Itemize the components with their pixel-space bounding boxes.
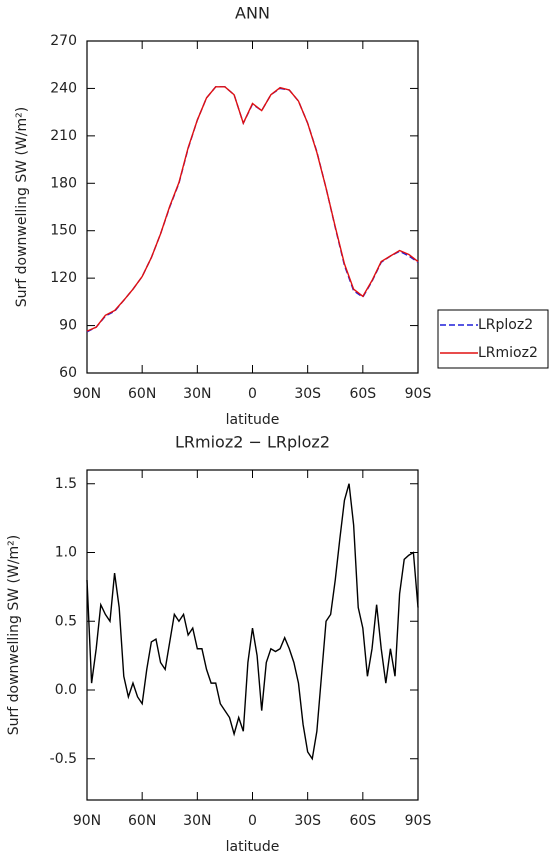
y-tick-label: 1.5: [55, 476, 77, 492]
y-tick-label: 270: [50, 33, 77, 49]
x-tick-label: 0: [248, 386, 257, 402]
x-tick-label: 60S: [349, 386, 376, 402]
x-axis-label: latitude: [226, 839, 280, 855]
y-tick-label: -0.5: [50, 751, 77, 767]
legend-label: LRploz2: [478, 317, 533, 333]
y-tick-label: 210: [50, 128, 77, 144]
x-tick-label: 30S: [294, 386, 321, 402]
plot-frame: [86, 40, 419, 374]
x-tick-label: 30S: [294, 813, 321, 829]
y-axis-label: Surf downwelling SW (W/m²): [6, 535, 22, 736]
x-tick-label: 30N: [183, 386, 211, 402]
x-tick-label: 90S: [405, 386, 432, 402]
y-tick-label: 90: [59, 318, 77, 334]
y-tick-label: 0.5: [55, 613, 77, 629]
x-tick-label: 90S: [405, 813, 432, 829]
y-tick-label: 0.0: [55, 682, 77, 698]
x-tick-label: 90N: [73, 386, 101, 402]
x-tick-label: 30N: [183, 813, 211, 829]
y-tick-label: 150: [50, 223, 77, 239]
y-tick-label: 60: [59, 365, 77, 381]
y-tick-label: 120: [50, 270, 77, 286]
x-tick-label: 60N: [128, 386, 156, 402]
plot-frame: [86, 469, 419, 801]
legend-label: LRmioz2: [478, 345, 538, 361]
data-line: [86, 483, 419, 761]
y-tick-label: 240: [50, 80, 77, 96]
data-line: [86, 86, 419, 333]
x-tick-label: 90N: [73, 813, 101, 829]
y-tick-label: 180: [50, 175, 77, 191]
y-axis-label: Surf downwelling SW (W/m²): [14, 107, 30, 308]
x-tick-label: 60N: [128, 813, 156, 829]
x-tick-label: 60S: [349, 813, 376, 829]
x-tick-label: 0: [248, 813, 257, 829]
legend-box: [437, 309, 549, 369]
x-axis-label: latitude: [226, 412, 280, 428]
data-line: [86, 86, 419, 332]
chart-title: ANN: [235, 4, 270, 23]
y-tick-label: 1.0: [55, 545, 77, 561]
chart-title: LRmioz2 − LRploz2: [175, 433, 330, 452]
